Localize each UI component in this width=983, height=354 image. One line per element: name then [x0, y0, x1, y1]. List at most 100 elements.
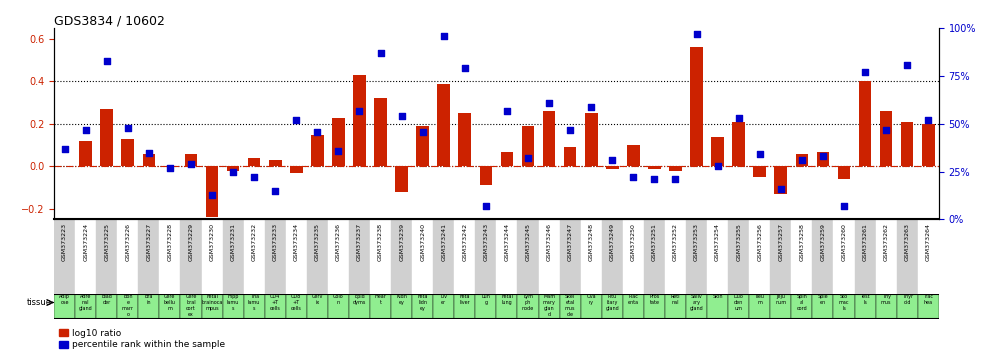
Bar [54, 219, 75, 294]
Bar [854, 219, 876, 294]
FancyBboxPatch shape [665, 294, 686, 319]
Bar [349, 219, 370, 294]
FancyBboxPatch shape [728, 294, 749, 319]
Text: GSM373228: GSM373228 [167, 223, 172, 261]
Bar [290, 166, 303, 173]
Bar [918, 219, 939, 294]
Text: Jeju
num: Jeju num [776, 294, 786, 305]
Bar [712, 137, 723, 166]
Bar [437, 84, 450, 166]
Text: Spin
al
cord: Spin al cord [796, 294, 807, 311]
FancyBboxPatch shape [896, 294, 918, 319]
Bar [434, 219, 454, 294]
FancyBboxPatch shape [496, 294, 517, 319]
FancyBboxPatch shape [559, 294, 581, 319]
Text: GSM373238: GSM373238 [378, 223, 383, 261]
Bar [480, 166, 492, 185]
Text: Test
ls: Test ls [860, 294, 870, 305]
Bar [644, 219, 665, 294]
Text: GSM373255: GSM373255 [736, 223, 741, 261]
Text: Ileu
m: Ileu m [755, 294, 764, 305]
Bar [181, 219, 202, 294]
FancyBboxPatch shape [222, 294, 244, 319]
Text: Pros
tate: Pros tate [650, 294, 660, 305]
Text: GSM373244: GSM373244 [504, 223, 509, 261]
Legend: log10 ratio, percentile rank within the sample: log10 ratio, percentile rank within the … [59, 329, 225, 349]
Bar [269, 160, 281, 166]
Point [730, 115, 746, 121]
Text: GSM373262: GSM373262 [884, 223, 889, 261]
Point [583, 104, 599, 109]
Bar [648, 166, 661, 169]
FancyBboxPatch shape [476, 294, 496, 319]
Point [204, 192, 220, 198]
Point [288, 117, 304, 123]
Text: GSM373231: GSM373231 [231, 223, 236, 261]
Bar [496, 219, 517, 294]
Text: GSM373254: GSM373254 [715, 223, 721, 261]
Text: GSM373261: GSM373261 [862, 223, 868, 261]
Text: Trac
hea: Trac hea [923, 294, 933, 305]
Text: Reti
nal: Reti nal [670, 294, 680, 305]
Text: Blad
der: Blad der [101, 294, 112, 305]
Point [183, 161, 199, 167]
Bar [539, 219, 559, 294]
Point [99, 58, 115, 64]
FancyBboxPatch shape [517, 294, 539, 319]
FancyBboxPatch shape [771, 294, 791, 319]
Bar [417, 126, 429, 166]
Text: GSM373260: GSM373260 [841, 223, 846, 261]
Text: GSM373227: GSM373227 [146, 223, 151, 261]
Bar [500, 152, 513, 166]
FancyBboxPatch shape [349, 294, 370, 319]
Point [773, 186, 788, 192]
Text: Bon
e
marr
o: Bon e marr o [122, 294, 134, 317]
Point [899, 62, 915, 68]
FancyBboxPatch shape [707, 294, 728, 319]
Bar [476, 219, 496, 294]
FancyBboxPatch shape [307, 294, 328, 319]
Bar [517, 219, 539, 294]
Point [78, 127, 93, 132]
Point [752, 152, 768, 157]
Text: Adre
nal
gland: Adre nal gland [79, 294, 92, 311]
Text: Sple
en: Sple en [818, 294, 829, 305]
Text: CD4
+T
cells: CD4 +T cells [269, 294, 281, 311]
Point [689, 31, 705, 37]
Bar [749, 219, 771, 294]
Point [520, 155, 536, 161]
Text: GSM373232: GSM373232 [252, 223, 257, 261]
FancyBboxPatch shape [812, 294, 834, 319]
FancyBboxPatch shape [686, 294, 707, 319]
Bar [690, 47, 703, 166]
Bar [264, 219, 286, 294]
Text: GSM373226: GSM373226 [125, 223, 131, 261]
Text: Skin: Skin [713, 294, 723, 299]
Point [310, 129, 325, 135]
Text: GSM373253: GSM373253 [694, 223, 699, 261]
Bar [370, 219, 391, 294]
Bar [143, 154, 155, 166]
Bar [458, 113, 471, 166]
Bar [375, 98, 387, 166]
FancyBboxPatch shape [539, 294, 559, 319]
Point [162, 165, 178, 171]
Point [647, 177, 663, 182]
Bar [665, 219, 686, 294]
Point [57, 146, 73, 152]
Bar [817, 152, 830, 166]
Text: GSM373235: GSM373235 [315, 223, 319, 261]
Text: Mam
mary
glan
d: Mam mary glan d [543, 294, 555, 317]
Bar [900, 122, 913, 166]
Text: Fetal
lung: Fetal lung [501, 294, 513, 305]
FancyBboxPatch shape [623, 294, 644, 319]
Text: GSM373230: GSM373230 [209, 223, 214, 261]
Text: GSM373246: GSM373246 [547, 223, 551, 261]
FancyBboxPatch shape [244, 294, 264, 319]
Text: GSM373239: GSM373239 [399, 223, 404, 261]
Text: GSM373225: GSM373225 [104, 223, 109, 261]
Bar [623, 219, 644, 294]
Text: Cere
bral
cort
ex: Cere bral cort ex [185, 294, 197, 317]
FancyBboxPatch shape [854, 294, 876, 319]
Bar [771, 219, 791, 294]
